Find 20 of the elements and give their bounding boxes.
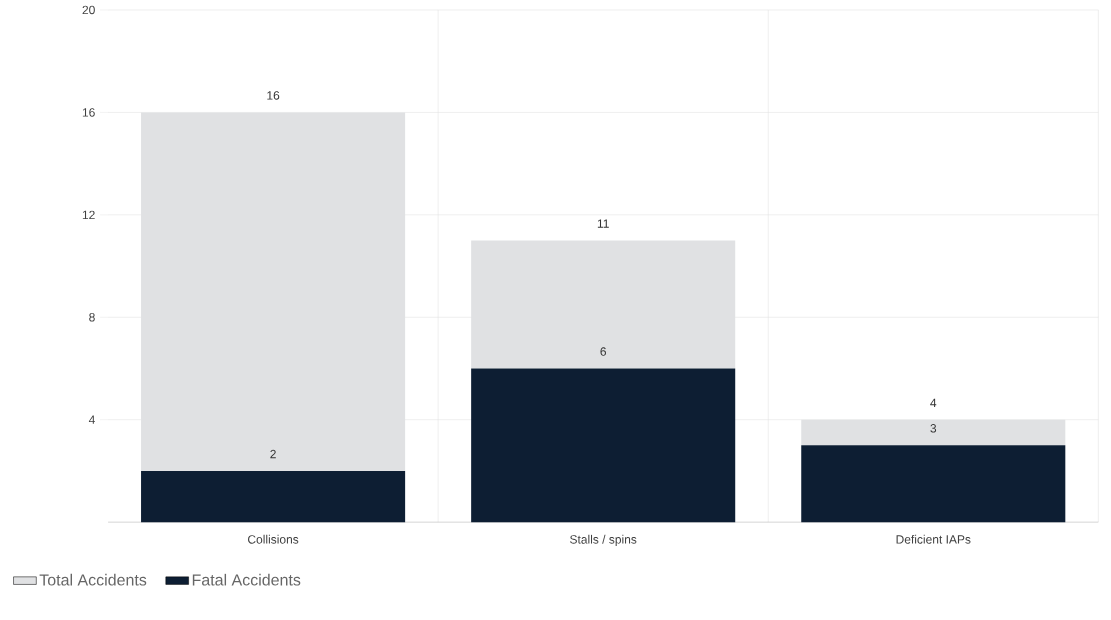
bar	[471, 368, 736, 523]
y-tick-label: 8	[89, 312, 95, 322]
x-tick-label: Stalls / spins	[570, 534, 637, 546]
y-tick-label: 4	[88, 415, 95, 424]
total-label: 4	[930, 398, 937, 407]
x-tick-label: Deficient IAPs	[896, 534, 971, 544]
y-tick-label: 16	[82, 108, 95, 117]
legend-label: Fatal Accidents	[192, 573, 301, 586]
bar	[471, 240, 736, 369]
data-label: 2	[270, 449, 276, 459]
total-label: 11	[597, 219, 609, 228]
legend-label: Total Accidents	[39, 573, 147, 586]
data-label: 6	[600, 347, 606, 356]
x-tick-label: Collisions	[248, 534, 299, 544]
y-tick-label: 12	[82, 210, 95, 219]
data-label: 3	[930, 424, 937, 433]
total-label: 16	[267, 91, 280, 100]
bar	[141, 470, 406, 523]
y-tick-label: 20	[82, 5, 95, 15]
bar	[801, 445, 1066, 523]
